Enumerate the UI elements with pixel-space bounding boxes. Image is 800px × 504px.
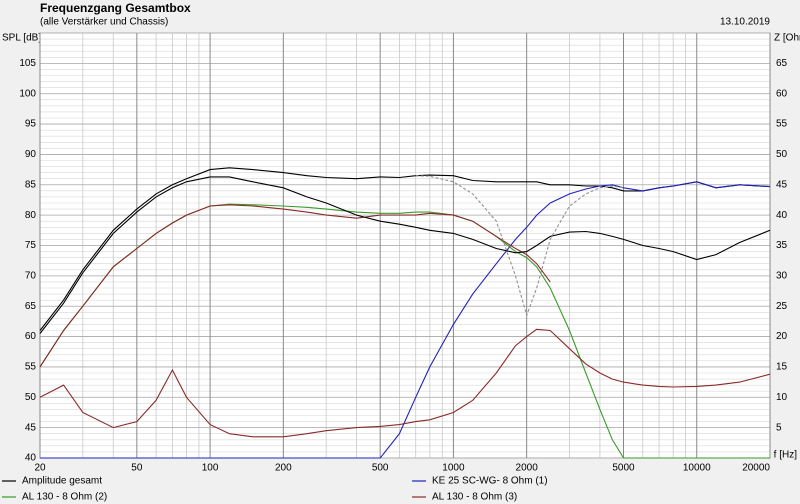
y-tick-label: 100 [19, 88, 36, 99]
y-tick-label: 40 [25, 453, 37, 464]
y2-tick-label: 50 [776, 149, 788, 160]
y2-tick-label: 35 [776, 240, 788, 251]
y2-tick-label: 25 [776, 301, 788, 312]
y2-tick-label: 40 [776, 210, 788, 221]
series-line [415, 175, 624, 318]
y2-tick-label: 10 [776, 392, 788, 403]
chart-subtitle: (alle Verstärker und Chassis) [40, 17, 168, 28]
x-tick-label: 1000 [442, 463, 465, 474]
y2-tick-label: 55 [776, 119, 788, 130]
y2-axis-label: Z [Ohm] [774, 33, 800, 44]
x-tick-label: 5000 [612, 463, 635, 474]
x-tick-label: 50 [131, 463, 143, 474]
chart-date: 13.10.2019 [720, 17, 770, 28]
y-tick-label: 75 [25, 240, 37, 251]
y2-tick-label: 5 [776, 422, 782, 433]
y-tick-label: 60 [25, 331, 37, 342]
y-axis-label: SPL [dB] [2, 33, 41, 44]
y-tick-label: 50 [25, 392, 37, 403]
legend-label: KE 25 SC-WG- 8 Ohm (1) [432, 476, 548, 487]
series-line [39, 328, 771, 438]
legend-label: Amplitude gesamt [22, 476, 102, 487]
y2-tick-label: 45 [776, 179, 788, 190]
x-tick-label: 500 [372, 463, 389, 474]
series-line [40, 181, 771, 459]
y-tick-label: 90 [25, 149, 37, 160]
y-tick-label: 80 [25, 210, 37, 221]
legend-label: AL 130 - 8 Ohm (3) [432, 492, 517, 503]
series-line [39, 204, 551, 368]
y-tick-label: 65 [25, 301, 37, 312]
y-tick-label: 85 [25, 179, 37, 190]
x-tick-label: 2000 [516, 463, 539, 474]
x-tick-label: 200 [275, 463, 292, 474]
y-tick-label: 105 [19, 58, 36, 69]
x-tick-label: 20000 [742, 463, 770, 474]
y-tick-label: 95 [25, 119, 37, 130]
legend-label: AL 130 - 8 Ohm (2) [22, 492, 107, 503]
series-line [39, 176, 771, 334]
y2-tick-label: 20 [776, 331, 788, 342]
x-tick-label: 100 [202, 463, 219, 474]
x-tick-label: 20 [34, 463, 46, 474]
y2-tick-label: 60 [776, 88, 788, 99]
chart-title: Frequenzgang Gesamtbox [40, 1, 191, 15]
y2-tick-label: 65 [776, 58, 788, 69]
y2-tick-label: 15 [776, 362, 788, 373]
y-tick-label: 70 [25, 270, 37, 281]
x-axis-label: f [Hz] [774, 450, 798, 461]
y-tick-label: 55 [25, 362, 37, 373]
y-tick-label: 45 [25, 422, 37, 433]
y2-tick-label: 30 [776, 270, 788, 281]
x-tick-label: 10000 [683, 463, 711, 474]
